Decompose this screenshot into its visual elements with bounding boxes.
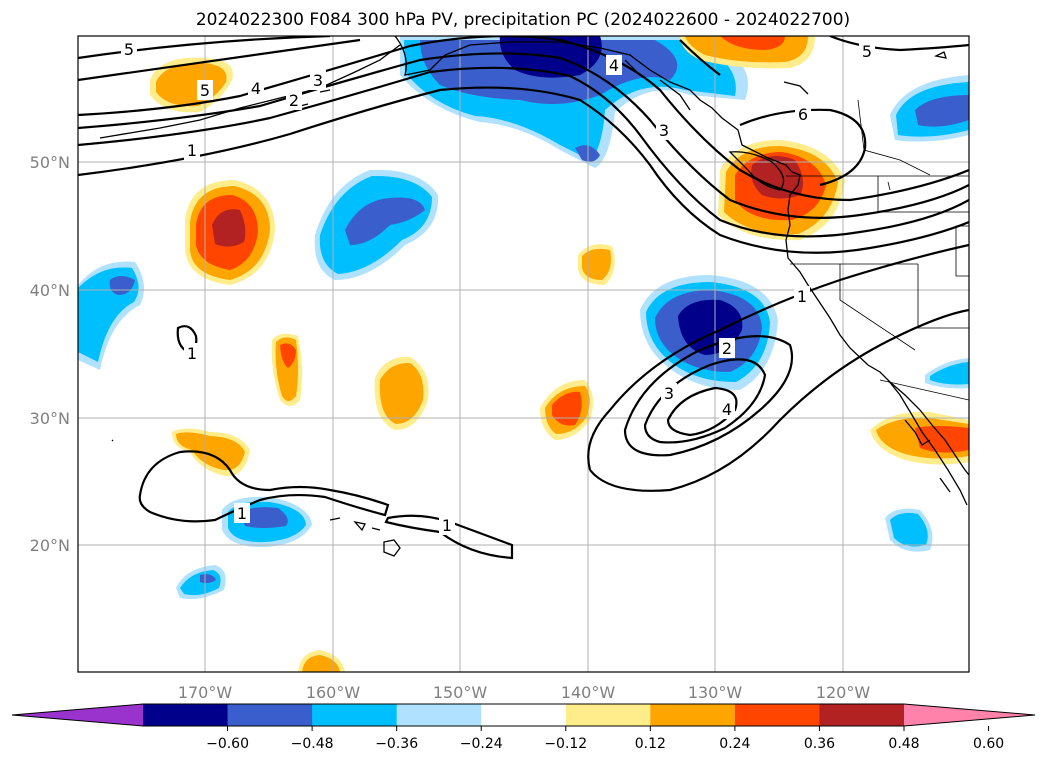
colorbar-segment — [481, 704, 567, 726]
lon-label-160w: 160°W — [306, 683, 361, 702]
pos-blob-155w — [374, 356, 429, 430]
contour-label: 5 — [862, 42, 872, 61]
lat-tick-labels: 50°N 40°N 30°N 20°N — [30, 153, 70, 555]
colorbar: −0.60 −0.48 −0.36 −0.24 −0.12 0.12 0.24 0.36 0.4… — [11, 703, 1036, 752]
figure-title: 2024022300 F084 300 hPa PV, precipitatio… — [196, 10, 850, 30]
contour-label: 3 — [659, 121, 669, 140]
map-panel: 5 5 4 3 2 1 4 3 6 5 1 2 3 4 1 1 1 — [78, 36, 969, 672]
pos-blob-pnw — [718, 140, 845, 241]
neg-blob-116w — [885, 508, 933, 552]
pos-blob-161w — [271, 333, 303, 406]
lat-label-20n: 20°N — [30, 536, 70, 555]
contour-label: 3 — [313, 71, 323, 90]
pos-blob-baja — [870, 411, 969, 465]
lon-label-120w: 120°W — [816, 683, 871, 702]
pv-contours — [78, 36, 969, 560]
colorbar-tick-label: −0.60 — [206, 736, 249, 752]
pos-blob-top — [680, 36, 815, 69]
colorbar-tick-label: 0.36 — [804, 736, 835, 752]
colorbar-tick-label: 0.60 — [973, 736, 1004, 752]
colorbar-segment — [819, 704, 905, 726]
contour-label: 3 — [664, 384, 674, 403]
colorbar-extend-low — [12, 704, 143, 726]
colorbar-segment — [227, 704, 313, 726]
pos-blob-170w — [172, 428, 250, 477]
contour-labels: 5 5 4 3 2 1 4 3 6 5 1 2 3 4 1 1 1 — [121, 39, 875, 535]
colorbar-tick-label: −0.12 — [544, 736, 587, 752]
gridlines — [78, 36, 969, 672]
colorbar-tick-label: 0.48 — [888, 736, 919, 752]
contour-label: 1 — [187, 344, 197, 363]
lon-label-170w: 170°W — [178, 683, 233, 702]
contour-label: 4 — [609, 56, 619, 75]
contour-label: 2 — [289, 91, 299, 110]
colorbar-segment — [312, 704, 398, 726]
pos-blob-141w — [540, 380, 594, 440]
contour-label: 4 — [251, 79, 261, 98]
contour-label: 5 — [124, 40, 134, 59]
colorbar-tick-label: 0.24 — [719, 736, 750, 752]
colorbar-segment — [396, 704, 482, 726]
contour-label: 1 — [187, 141, 197, 160]
neg-blob-right-33n — [925, 358, 969, 389]
contour-label: 6 — [798, 105, 808, 124]
colorbar-segment — [650, 704, 736, 726]
lon-label-140w: 140°W — [561, 683, 616, 702]
contour-label: 1 — [442, 516, 452, 535]
colorbar-segment — [734, 704, 820, 726]
map-frame — [77, 35, 970, 673]
lon-label-130w: 130°W — [688, 683, 743, 702]
contour-label: 4 — [722, 400, 732, 419]
lon-tick-labels: 170°W 160°W 150°W 140°W 130°W 120°W — [178, 683, 871, 702]
lon-label-150w: 150°W — [433, 683, 488, 702]
pos-blob-168w — [185, 180, 275, 285]
colorbar-tick-label: −0.36 — [375, 736, 418, 752]
colorbar-segment — [565, 704, 651, 726]
colorbar-tick-label: 0.12 — [635, 736, 666, 752]
colorbar-segment — [143, 704, 229, 726]
colorbar-tick-label: −0.24 — [460, 736, 503, 752]
pos-blob-small-140w — [578, 244, 615, 285]
contour-label: 2 — [722, 339, 732, 358]
lat-label-40n: 40°N — [30, 281, 70, 300]
contour-label: 1 — [797, 287, 807, 306]
neg-blob-west — [78, 261, 144, 370]
colorbar-tick-label: −0.48 — [291, 736, 334, 752]
contour-label: 5 — [200, 81, 210, 100]
lat-label-30n: 30°N — [30, 409, 70, 428]
lat-label-50n: 50°N — [30, 153, 70, 172]
colorbar-extend-high — [904, 704, 1035, 726]
contour-label: 1 — [237, 504, 247, 523]
neg-blob-ne — [890, 75, 969, 142]
neg-blob-169w — [176, 565, 226, 599]
neg-blob-150w — [314, 169, 439, 280]
